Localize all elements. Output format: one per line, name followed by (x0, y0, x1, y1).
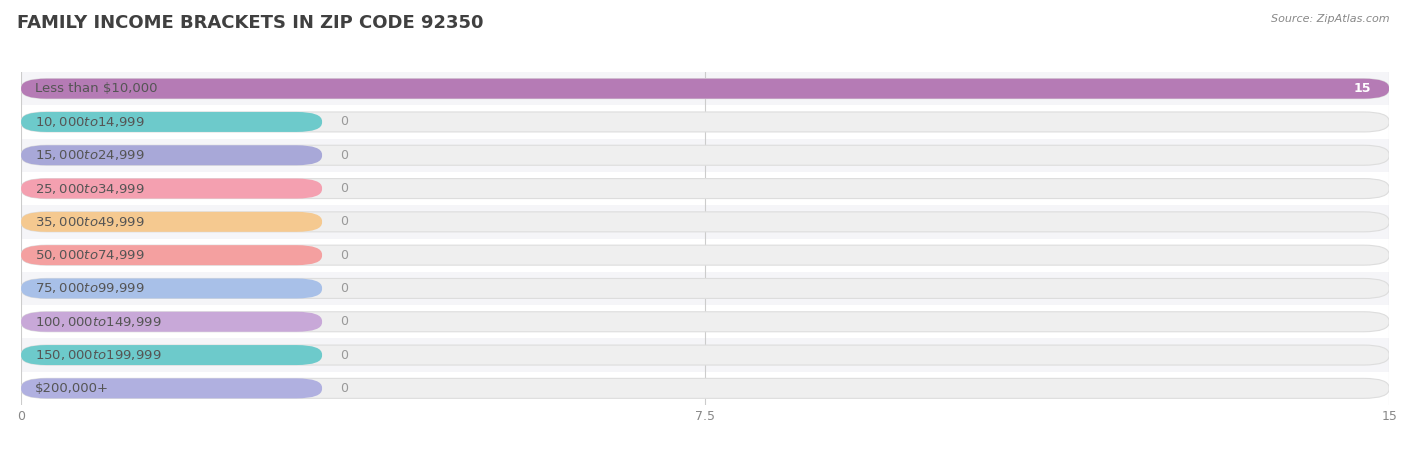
FancyBboxPatch shape (21, 179, 322, 198)
Text: 0: 0 (340, 349, 349, 361)
Bar (21, 105, 1389, 139)
Text: $75,000 to $99,999: $75,000 to $99,999 (35, 281, 145, 296)
FancyBboxPatch shape (21, 79, 1389, 99)
Text: $10,000 to $14,999: $10,000 to $14,999 (35, 115, 145, 129)
FancyBboxPatch shape (21, 312, 322, 332)
Bar (21, 139, 1389, 172)
Bar (21, 205, 1389, 239)
Text: 0: 0 (340, 382, 349, 395)
Text: $25,000 to $34,999: $25,000 to $34,999 (35, 181, 145, 196)
FancyBboxPatch shape (21, 279, 322, 298)
FancyBboxPatch shape (21, 312, 1389, 332)
Text: $50,000 to $74,999: $50,000 to $74,999 (35, 248, 145, 262)
Bar (21, 272, 1389, 305)
Text: 0: 0 (340, 182, 349, 195)
Text: $35,000 to $49,999: $35,000 to $49,999 (35, 215, 145, 229)
Text: 0: 0 (340, 149, 349, 162)
FancyBboxPatch shape (21, 145, 1389, 165)
Bar (21, 172, 1389, 205)
Bar (21, 372, 1389, 405)
FancyBboxPatch shape (21, 345, 1389, 365)
Text: 0: 0 (340, 116, 349, 128)
FancyBboxPatch shape (21, 279, 1389, 298)
FancyBboxPatch shape (21, 145, 322, 165)
FancyBboxPatch shape (21, 245, 1389, 265)
FancyBboxPatch shape (21, 112, 1389, 132)
Bar (21, 238, 1389, 272)
FancyBboxPatch shape (21, 212, 1389, 232)
Bar (21, 72, 1389, 105)
Bar (21, 338, 1389, 372)
FancyBboxPatch shape (21, 112, 322, 132)
Text: $200,000+: $200,000+ (35, 382, 108, 395)
FancyBboxPatch shape (21, 378, 1389, 398)
Text: $100,000 to $149,999: $100,000 to $149,999 (35, 315, 162, 329)
FancyBboxPatch shape (21, 245, 322, 265)
Text: 0: 0 (340, 282, 349, 295)
Text: Source: ZipAtlas.com: Source: ZipAtlas.com (1271, 14, 1389, 23)
Text: 0: 0 (340, 216, 349, 228)
Text: FAMILY INCOME BRACKETS IN ZIP CODE 92350: FAMILY INCOME BRACKETS IN ZIP CODE 92350 (17, 14, 484, 32)
FancyBboxPatch shape (21, 345, 322, 365)
Text: 15: 15 (1354, 82, 1371, 95)
Text: Less than $10,000: Less than $10,000 (35, 82, 157, 95)
FancyBboxPatch shape (21, 179, 1389, 198)
FancyBboxPatch shape (21, 79, 1389, 99)
Bar (21, 305, 1389, 338)
Text: 0: 0 (340, 249, 349, 261)
Text: $150,000 to $199,999: $150,000 to $199,999 (35, 348, 162, 362)
Text: $15,000 to $24,999: $15,000 to $24,999 (35, 148, 145, 162)
FancyBboxPatch shape (21, 212, 322, 232)
FancyBboxPatch shape (21, 378, 322, 398)
Text: 0: 0 (340, 315, 349, 328)
